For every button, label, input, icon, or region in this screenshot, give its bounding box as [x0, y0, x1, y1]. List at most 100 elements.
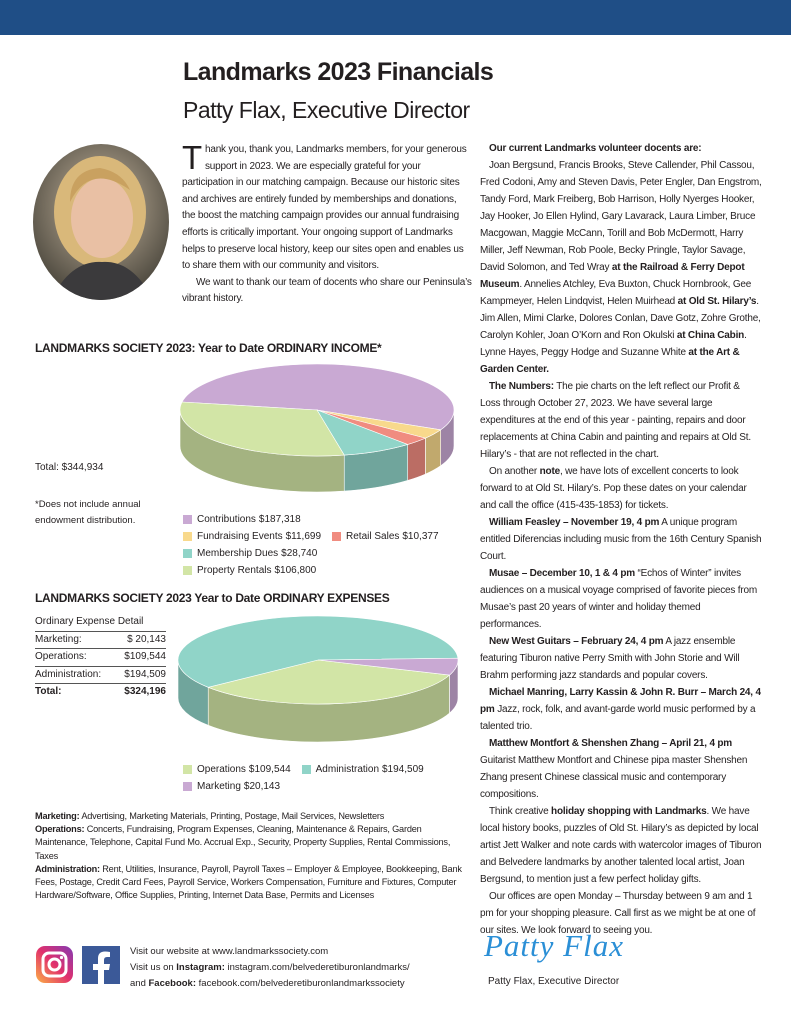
text-run: . Lynne Hayes, Peggy Hodge and Suzanne W… — [480, 330, 747, 358]
paragraph: Operations: Concerts, Fundraising, Progr… — [35, 823, 465, 863]
intro-paragraph: We want to thank our team of docents who… — [182, 276, 472, 305]
social-icons — [36, 946, 120, 984]
table-row: Marketing: $ 20,143 — [35, 632, 166, 649]
legend-swatch — [183, 782, 192, 791]
cell: $ 20,143 — [127, 633, 166, 645]
text-run: Advertising, Marketing Materials, Printi… — [79, 811, 385, 821]
legend-value: $20,143 — [243, 781, 281, 792]
paragraph: Joan Bergsund, Francis Brooks, Steve Cal… — [480, 157, 762, 378]
legend-swatch — [183, 532, 192, 541]
legend-value: $11,699 — [285, 531, 322, 542]
text-run: , we have lots of excellent concerts to … — [480, 466, 747, 511]
pie-slice — [207, 659, 451, 705]
text-run: instagram.com/belvederetiburonlandmarks/ — [224, 962, 410, 973]
bold-run: at the Art & Garden Center. — [480, 347, 740, 375]
footnote: *Does not include annual endowment distr… — [35, 499, 141, 526]
bold-run: Matthew Montfort & Shenshen Zhang – Apri… — [489, 738, 732, 749]
bold-run: at Old St. Hilary’s — [677, 296, 757, 307]
legend-label: Property Rentals — [197, 565, 272, 576]
legend-item: Membership Dues $28,740 — [183, 545, 317, 562]
legend-value: $109,544 — [248, 764, 291, 775]
legend-label: Administration — [315, 764, 379, 775]
text-run: On another — [489, 466, 540, 477]
paragraph: Matthew Montfort & Shenshen Zhang – Apri… — [480, 735, 762, 803]
bold-run: Instagram: — [176, 962, 225, 973]
pie-slice — [181, 363, 455, 431]
text-run: A jazz ensemble featuring Tiburon native… — [480, 636, 740, 681]
legend-label: Membership Dues — [197, 548, 279, 559]
cell: Total: — [35, 686, 62, 697]
paragraph: and Facebook: facebook.com/belvederetibu… — [130, 976, 410, 992]
legend-value: $28,740 — [281, 548, 318, 559]
text-run: “Echos of Winter” invites audiences on a… — [480, 568, 757, 630]
text-run: Visit us on — [130, 962, 177, 973]
paragraph: Think creative holiday shopping with Lan… — [480, 803, 762, 888]
paragraph: New West Guitars – February 24, 4 pm A j… — [480, 633, 762, 684]
cell: $324,196 — [124, 686, 166, 697]
signature: Patty Flax — [484, 928, 624, 963]
title: Landmarks 2023 Financials — [183, 58, 494, 86]
text-run: Concerts, Fundraising, Program Expenses,… — [35, 824, 451, 861]
text-run: The pie charts on the left reflect our P… — [480, 381, 751, 460]
footer: Visit our website at www.landmarkssociet… — [130, 944, 410, 992]
income-total: Total: $344,934 — [35, 462, 104, 473]
cell: Operations: — [35, 651, 87, 662]
portrait — [33, 144, 169, 300]
legend-label: Operations — [197, 764, 246, 775]
text-run: Joan Bergsund, Francis Brooks, Steve Cal… — [480, 160, 762, 273]
cell: Administration: — [35, 668, 102, 680]
paragraph: Administration: Rent, Utilities, Insuran… — [35, 863, 465, 903]
text-run: A unique program entitled Diferencias in… — [480, 517, 762, 562]
bold-run: at China Cabin — [676, 330, 745, 341]
paragraph: The Numbers: The pie charts on the left … — [480, 378, 762, 463]
legend-swatch — [183, 765, 192, 774]
legend-item: Contributions $187,318 — [183, 511, 301, 528]
cell: Marketing: — [35, 633, 82, 645]
legend-swatch — [301, 765, 311, 774]
legend-value: $106,800 — [274, 565, 317, 576]
legend-item: Operations $109,544 — [183, 761, 291, 778]
legend-value: $187,318 — [258, 514, 301, 525]
paragraph: On another note, we have lots of excelle… — [480, 463, 762, 514]
legend-item: Property Rentals $106,800 — [183, 562, 316, 579]
bold-run: William Feasley – November 19, 4 pm — [489, 517, 660, 528]
table-total: Total: $324,196 — [35, 684, 166, 701]
expense-table: Ordinary Expense Detail Marketing: $ 20,1… — [35, 614, 166, 701]
signer: Patty Flax, Executive Director — [488, 976, 620, 987]
text-run: Think creative — [489, 806, 552, 817]
text-run: facebook.com/belvederetiburonlandmarksso… — [196, 978, 405, 989]
pie-slice — [179, 401, 345, 457]
bold-run: Operations: — [35, 824, 85, 835]
paragraph: Our offices are open Monday – Thursday b… — [480, 888, 762, 939]
legend-swatch — [183, 566, 192, 575]
legend-item: Marketing $20,143 — [183, 778, 280, 795]
text-run: Our offices are open Monday – Thursday b… — [480, 891, 756, 936]
subtitle: Patty Flax, Executive Director — [183, 97, 470, 123]
paragraph: William Feasley – November 19, 4 pm A un… — [480, 514, 762, 565]
bold-run: Our current Landmarks volunteer docents … — [489, 143, 702, 154]
paragraph: Visit us on Instagram: instagram.com/bel… — [130, 960, 410, 976]
bold-run: at the Railroad & Ferry Depot Museum — [480, 262, 745, 290]
legend-swatch — [183, 515, 192, 524]
definitions: Marketing: Advertising, Marketing Materi… — [35, 810, 465, 902]
text-run: . Jim Allen, Mimi Clarke, Dolores Conlan… — [480, 296, 761, 341]
cell: $109,544 — [124, 651, 166, 662]
legend-swatch — [183, 549, 192, 558]
table-row: Operations: $109,544 — [35, 649, 166, 667]
chart-title: LANDMARKS SOCIETY 2023 Year to Date ORDI… — [35, 591, 390, 605]
bold-run: note — [539, 466, 561, 477]
bold-run: Administration: — [35, 863, 100, 874]
paragraph: Our current Landmarks volunteer docents … — [480, 140, 762, 157]
text-run: . We have local history books, puzzles o… — [480, 806, 762, 885]
text-run: . Annelies Atchley, Eva Buxton, Chuck Ho… — [480, 279, 752, 307]
pie-slice — [177, 615, 459, 688]
bold-run: New West Guitars – February 24, 4 pm — [489, 636, 664, 647]
legend-label: Contributions — [197, 514, 256, 525]
paragraph: Marketing: Advertising, Marketing Materi… — [35, 810, 465, 823]
bold-run: The Numbers: — [489, 381, 554, 392]
legend-value: $194,509 — [382, 764, 424, 775]
